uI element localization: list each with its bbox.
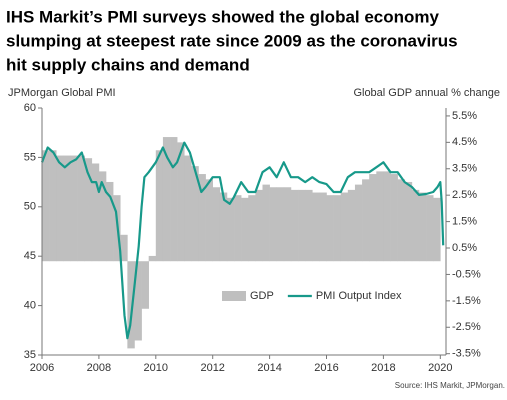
gdp-bar xyxy=(347,189,356,262)
y2-tick-label: -3.5% xyxy=(452,348,481,360)
gdp-bar xyxy=(91,163,100,262)
gdp-bar xyxy=(255,189,263,262)
gdp-bar xyxy=(404,181,413,262)
y-tick-label: 60 xyxy=(24,102,36,114)
gdp-bar xyxy=(397,179,406,262)
gdp-bar xyxy=(98,171,107,262)
y-axis-label: JPMorgan Global PMI xyxy=(8,87,116,99)
gdp-bar xyxy=(433,197,441,262)
gdp-bar xyxy=(141,261,149,309)
gdp-bar xyxy=(170,137,178,262)
gdp-bar xyxy=(77,155,85,262)
gdp-bar xyxy=(84,158,93,262)
y2-tick-label: -2.5% xyxy=(452,321,481,333)
x-tick-label: 2020 xyxy=(428,362,452,374)
x-tick-label: 2016 xyxy=(314,362,338,374)
gdp-bar xyxy=(319,192,327,262)
gdp-bar xyxy=(369,174,377,262)
gdp-bar xyxy=(127,261,135,349)
gdp-bar xyxy=(120,234,128,262)
gdp-bar xyxy=(411,189,420,262)
legend-swatch xyxy=(222,291,246,301)
y2-tick-label: -1.5% xyxy=(452,295,481,307)
gdp-bar xyxy=(376,171,384,262)
y2-tick-label: 4.5% xyxy=(452,136,477,148)
gdp-bar xyxy=(70,155,78,262)
chart-title: hit supply chains and demand xyxy=(6,55,250,74)
x-tick-label: 2018 xyxy=(371,362,395,374)
y-tick-label: 40 xyxy=(24,300,36,312)
gdp-bar xyxy=(298,189,306,262)
gdp-bar xyxy=(312,192,320,262)
gdp-bar xyxy=(418,192,427,262)
gdp-bar xyxy=(326,195,334,262)
gdp-bar xyxy=(148,255,157,262)
y2-tick-label: 1.5% xyxy=(452,215,477,227)
gdp-bar xyxy=(269,187,278,262)
gdp-bar xyxy=(212,187,221,262)
gdp-bar xyxy=(219,192,228,262)
y-tick-label: 55 xyxy=(24,151,36,163)
gdp-bar xyxy=(42,150,50,262)
gdp-bar xyxy=(155,150,164,262)
y2-tick-label: -0.5% xyxy=(452,268,481,280)
gdp-bar xyxy=(340,192,349,262)
chart-title: IHS Markit’s PMI surveys showed the glob… xyxy=(6,7,440,26)
gdp-bar xyxy=(205,179,214,262)
legend-label: PMI Output Index xyxy=(316,290,402,302)
x-tick-label: 2010 xyxy=(144,362,168,374)
gdp-bar xyxy=(241,197,249,262)
gdp-bar xyxy=(134,261,142,341)
gdp-bar xyxy=(184,155,192,262)
gdp-bar xyxy=(49,150,57,262)
y2-tick-label: 2.5% xyxy=(452,189,477,201)
gdp-bar xyxy=(283,187,292,262)
x-tick-label: 2012 xyxy=(200,362,224,374)
legend-label: GDP xyxy=(250,290,274,302)
y-tick-label: 50 xyxy=(24,201,36,213)
gdp-bar xyxy=(226,197,235,262)
gdp-bar xyxy=(262,184,270,262)
y2-tick-label: 5.5% xyxy=(452,110,477,122)
source: Source: IHS Markit, JPMorgan. xyxy=(395,381,505,390)
gdp-bar xyxy=(383,171,391,262)
gdp-bar xyxy=(177,142,185,262)
gdp-bar xyxy=(390,174,398,262)
y2-axis-label: Global GDP annual % change xyxy=(353,87,500,99)
pmi-line xyxy=(40,141,445,340)
y-tick-label: 35 xyxy=(24,349,36,361)
gdp-bar xyxy=(63,155,71,262)
y2-tick-label: 3.5% xyxy=(452,163,477,175)
gdp-bar xyxy=(276,187,285,262)
gdp-bar xyxy=(234,195,242,262)
gdp-bar xyxy=(305,189,313,262)
gdp-bar xyxy=(191,166,199,262)
gdp-bar xyxy=(248,195,256,262)
gdp-bar xyxy=(333,195,342,262)
gdp-bar xyxy=(290,189,299,262)
chart-title: slumping at steepest rate since 2009 as … xyxy=(6,31,458,50)
gdp-bar xyxy=(106,181,114,262)
y2-tick-label: 0.5% xyxy=(452,242,477,254)
x-tick-label: 2008 xyxy=(87,362,111,374)
x-tick-label: 2014 xyxy=(257,362,281,374)
y-tick-label: 45 xyxy=(24,250,36,262)
gdp-bar xyxy=(354,184,363,262)
gdp-bar xyxy=(362,179,370,262)
x-tick-label: 2006 xyxy=(30,362,54,374)
gdp-bar xyxy=(426,195,434,262)
gdp-bar xyxy=(198,174,206,262)
gdp-bar xyxy=(56,155,64,262)
gdp-bar xyxy=(162,137,171,262)
